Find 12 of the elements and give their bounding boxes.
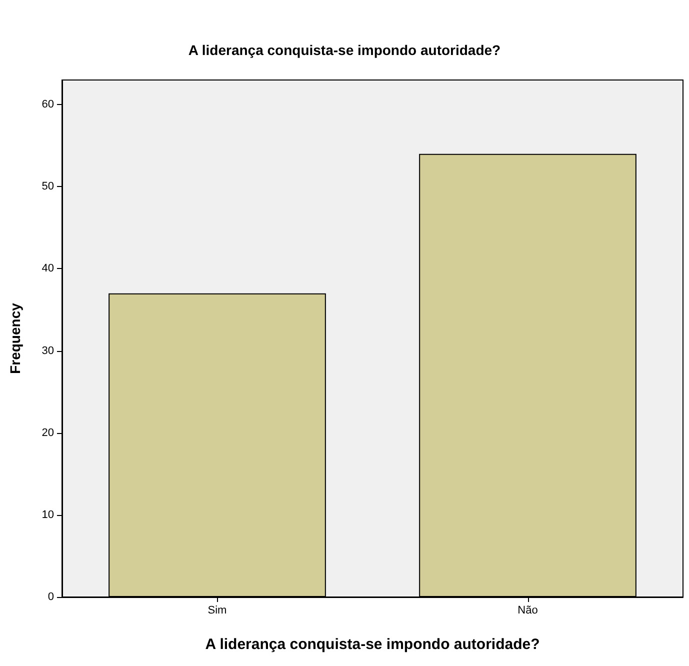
chart-title: A liderança conquista-se impondo autoridade? (188, 42, 501, 58)
x-tick-label: Sim (208, 604, 227, 616)
y-tick-label: 60 (42, 98, 54, 111)
y-tick-label: 20 (42, 426, 54, 439)
x-tick-label: Não (518, 604, 538, 616)
y-tick-label: 50 (42, 180, 54, 193)
y-tick-label: 40 (42, 262, 54, 275)
y-tick-label: 30 (42, 344, 54, 357)
y-tick-label: 10 (42, 508, 54, 521)
x-axis-title: A liderança conquista-se impondo autoridade? (205, 636, 540, 653)
y-tick-label: 0 (48, 591, 54, 603)
y-axis-title: Frequency (7, 302, 23, 374)
